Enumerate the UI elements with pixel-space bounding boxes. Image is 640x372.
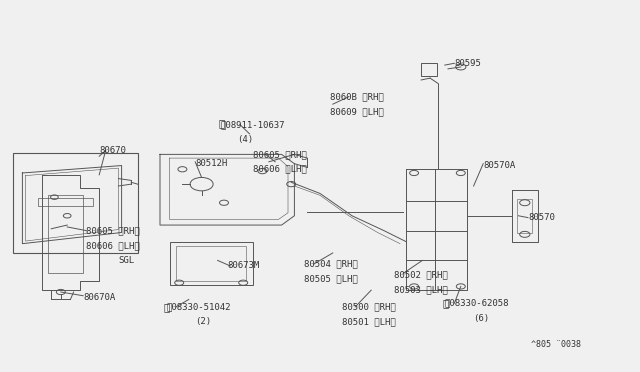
Bar bbox=[13, 153, 138, 253]
Text: 80609 〈LH〉: 80609 〈LH〉 bbox=[330, 107, 383, 116]
Text: Ⓢ: Ⓢ bbox=[163, 302, 170, 312]
Text: 80670: 80670 bbox=[99, 146, 126, 155]
Text: 80606 〈LH〉: 80606 〈LH〉 bbox=[253, 165, 307, 174]
Text: 80595: 80595 bbox=[454, 59, 481, 68]
Text: 80502 〈RH〉: 80502 〈RH〉 bbox=[394, 271, 447, 280]
Text: 8060B 〈RH〉: 8060B 〈RH〉 bbox=[330, 92, 383, 101]
Bar bbox=[38, 198, 93, 206]
Text: 80512H: 80512H bbox=[195, 159, 227, 168]
Text: 80501 〈LH〉: 80501 〈LH〉 bbox=[342, 317, 396, 326]
Text: 80570: 80570 bbox=[528, 213, 555, 222]
Bar bbox=[517, 199, 532, 232]
Text: 80605 〈RH〉: 80605 〈RH〉 bbox=[86, 226, 140, 235]
Text: (4): (4) bbox=[237, 135, 253, 144]
Bar bbox=[48, 195, 83, 273]
Text: (2): (2) bbox=[195, 317, 211, 326]
Text: 80570A: 80570A bbox=[483, 161, 515, 170]
Text: SGL: SGL bbox=[118, 256, 134, 265]
Text: 80500 〈RH〉: 80500 〈RH〉 bbox=[342, 302, 396, 311]
Text: Ⓝ08330-51042: Ⓝ08330-51042 bbox=[166, 302, 231, 311]
Text: 80606 〈LH〉: 80606 〈LH〉 bbox=[86, 241, 140, 250]
Text: 80503 〈LH〉: 80503 〈LH〉 bbox=[394, 286, 447, 295]
Text: 80670A: 80670A bbox=[83, 293, 115, 302]
Bar bbox=[170, 242, 253, 285]
Text: Ⓝ: Ⓝ bbox=[219, 119, 225, 128]
Bar bbox=[176, 246, 246, 281]
Text: (6): (6) bbox=[474, 314, 490, 323]
Text: 80505 〈LH〉: 80505 〈LH〉 bbox=[304, 275, 358, 283]
Text: ⓝ08911-10637: ⓝ08911-10637 bbox=[221, 120, 285, 129]
Text: Ⓢ: Ⓢ bbox=[443, 298, 449, 308]
Bar bbox=[421, 63, 437, 76]
Text: ^805 ¨0038: ^805 ¨0038 bbox=[531, 340, 581, 349]
Text: Ⓝ08330-62058: Ⓝ08330-62058 bbox=[445, 299, 509, 308]
Text: 80504 〈RH〉: 80504 〈RH〉 bbox=[304, 260, 358, 269]
Text: 80673M: 80673M bbox=[227, 262, 259, 270]
Text: 80605 〈RH〉: 80605 〈RH〉 bbox=[253, 150, 307, 159]
